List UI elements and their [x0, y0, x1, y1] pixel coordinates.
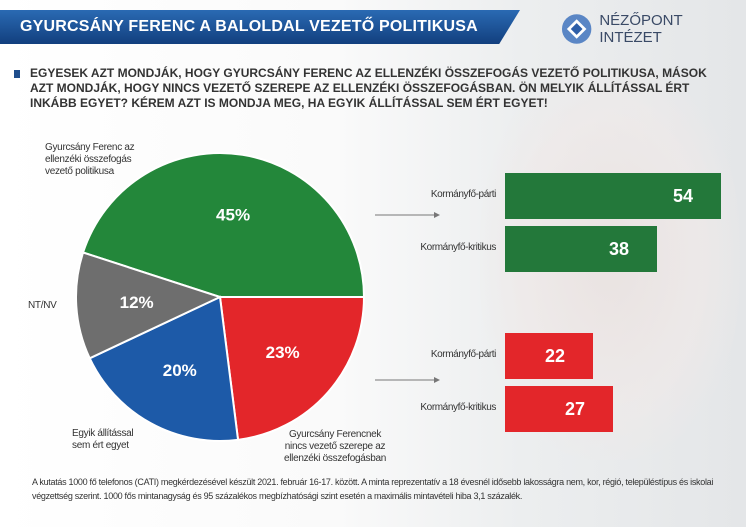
- bar-green-kormanyfo-parti: 54: [505, 173, 721, 219]
- pie-slice-value: 20%: [163, 361, 197, 380]
- bar-label: Kormányfő-kritikus: [420, 402, 496, 413]
- bar-label: Kormányfő-párti: [430, 189, 497, 200]
- survey-question: EGYESEK AZT MONDJÁK, HOGY GYURCSÁNY FERE…: [14, 66, 730, 111]
- pie-slice-value: 45%: [216, 206, 250, 225]
- bar-red-kormanyfo-kritikus: 27: [505, 386, 613, 432]
- bullet-icon: [14, 70, 20, 78]
- nezopont-logo-icon: [561, 14, 592, 44]
- arrow-head-icon: [434, 212, 440, 218]
- pie-slice: [218, 296, 366, 441]
- pie-label-neither: Egyik állítással sem ért egyet: [72, 428, 134, 451]
- arrow-head-icon: [434, 377, 440, 383]
- slide-title: GYURCSÁNY FERENC A BALOLDAL VEZETŐ POLIT…: [20, 18, 478, 35]
- pie-label-leader: Gyurcsány Ferenc az ellenzéki összefogás…: [45, 142, 135, 177]
- title-banner: GYURCSÁNY FERENC A BALOLDAL VEZETŐ POLIT…: [0, 10, 520, 44]
- bar-label: Kormányfő-párti: [430, 349, 497, 360]
- bar-value: 22: [544, 346, 565, 366]
- pie-label-ntnv: NT/NV: [28, 300, 57, 311]
- bar-label: Kormányfő-kritikus: [420, 242, 496, 253]
- pie-slice: [88, 295, 240, 442]
- pie-label-no-role: Gyurcsány Ferencnek nincs vezető szerepe…: [283, 429, 387, 464]
- logo-text: NÉZŐPONT INTÉZET: [599, 12, 683, 46]
- pie-slice: [81, 152, 366, 298]
- bar-red-kormanyfo-parti: 22: [505, 333, 593, 379]
- pie-slice-value: 23%: [266, 343, 300, 362]
- bar-value: 54: [672, 186, 693, 206]
- pie-slice: [75, 251, 223, 360]
- logo: NÉZŐPONT INTÉZET: [560, 12, 746, 46]
- pie-slice-value: 12%: [120, 293, 154, 312]
- question-text: EGYESEK AZT MONDJÁK, HOGY GYURCSÁNY FERE…: [30, 66, 707, 110]
- bar-green-kormanyfo-kritikus: 38: [505, 226, 657, 272]
- bar-value: 27: [564, 399, 585, 419]
- bar-value: 38: [608, 239, 629, 259]
- footnote: A kutatás 1000 fő telefonos (CATI) megké…: [32, 477, 714, 501]
